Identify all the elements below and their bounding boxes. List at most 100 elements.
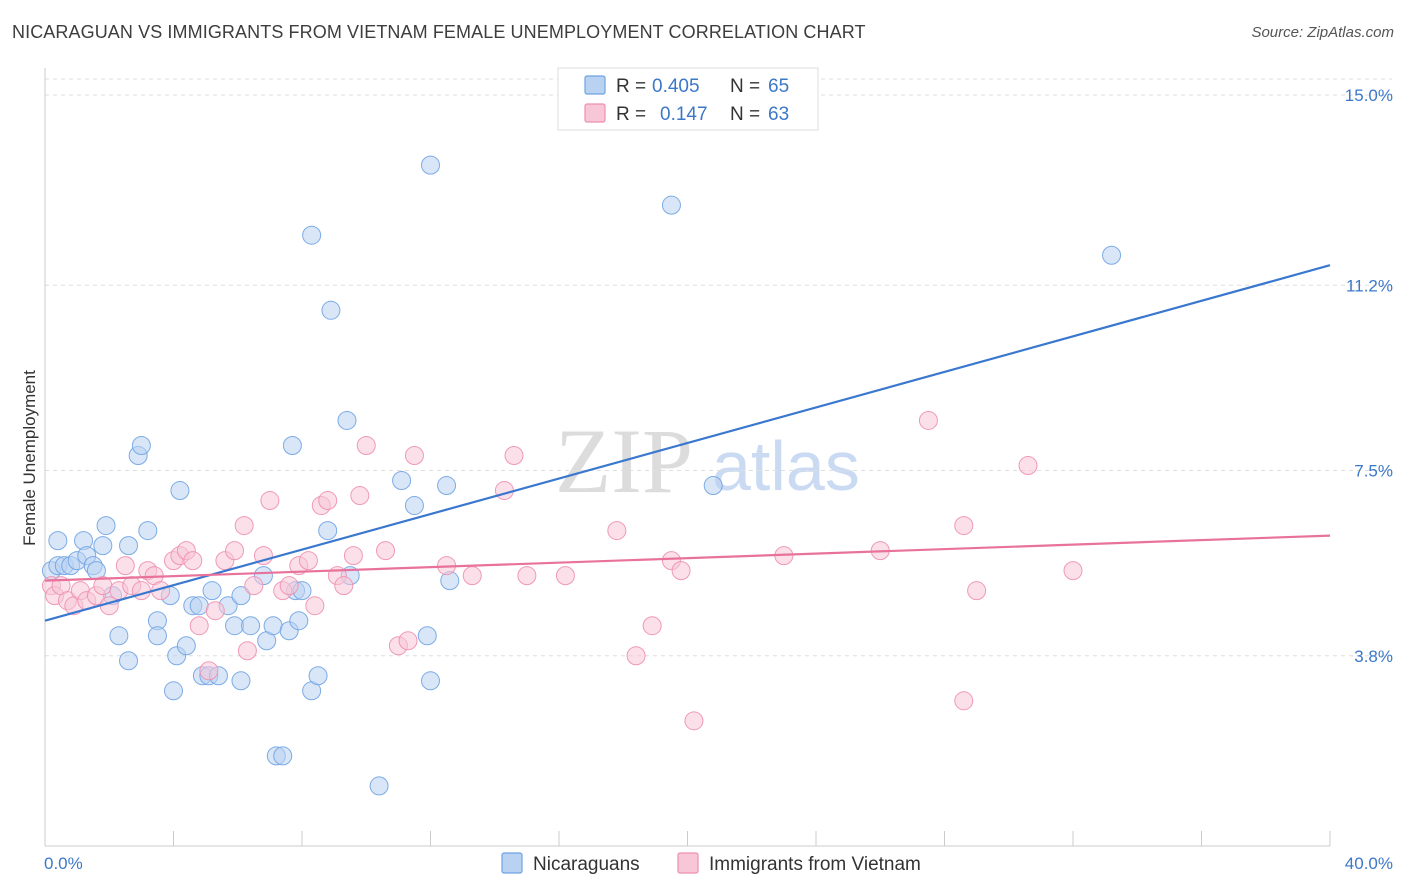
vietnam-point-32 — [279, 576, 299, 596]
vietnam-point-57 — [671, 561, 691, 581]
vietnam-point-51 — [517, 566, 537, 586]
vietnam-point-35 — [305, 596, 325, 616]
nicaraguans-point-56 — [404, 496, 424, 516]
vietnam-point-39 — [334, 576, 354, 596]
vietnam-point-28 — [244, 576, 264, 596]
bottom-legend-label-nicaraguans: Nicaraguans — [533, 854, 640, 875]
vietnam-point-20 — [183, 551, 203, 571]
nicaraguans-point-10 — [93, 536, 113, 556]
vietnam-point-63 — [954, 516, 974, 536]
nicaraguans-point-52 — [337, 410, 357, 430]
vietnam-point-23 — [205, 601, 225, 621]
legend-n-label-nicaraguans: N = — [730, 76, 760, 97]
bottom-legend-label-vietnam: Immigrants from Vietnam — [709, 854, 921, 875]
nicaraguans-point-48 — [302, 225, 322, 245]
source-label: Source: ZipAtlas.com — [1251, 24, 1394, 41]
legend-n-value-vietnam: 63 — [768, 104, 789, 125]
nicaraguans-point-41 — [273, 746, 293, 766]
chart-title: NICARAGUAN VS IMMIGRANTS FROM VIETNAM FE… — [12, 22, 866, 42]
x-tick-label-0: 0.0% — [44, 854, 83, 873]
nicaraguans-point-13 — [109, 626, 129, 646]
nicaraguans-point-34 — [231, 671, 251, 691]
vietnam-point-34 — [298, 551, 318, 571]
nicaraguans-point-57 — [417, 626, 437, 646]
nicaraguans-point-64 — [1102, 245, 1122, 265]
nicaraguans-point-25 — [176, 636, 196, 656]
vietnam-point-54 — [626, 646, 646, 666]
vietnam-point-11 — [115, 556, 135, 576]
vietnam-point-41 — [350, 486, 370, 506]
vietnam-point-26 — [234, 516, 254, 536]
nicaraguans-point-60 — [437, 476, 457, 496]
vietnam-point-37 — [318, 491, 338, 511]
nicaraguans-point-36 — [241, 616, 261, 636]
legend-r-label-nicaraguans: R = — [616, 76, 646, 97]
nicaraguans-point-49 — [308, 666, 328, 686]
vietnam-point-45 — [398, 631, 418, 651]
nicaraguans-point-59 — [421, 155, 440, 175]
nicaraguans-point-15 — [119, 536, 139, 556]
legend-r-label-vietnam: R = — [616, 104, 646, 125]
nicaraguans-point-62 — [661, 195, 681, 215]
legend-box: R = 0.405 N = 65 R = 0.147 N = 63 — [557, 67, 819, 131]
nicaraguans-point-18 — [138, 521, 158, 541]
vietnam-point-22 — [199, 661, 219, 681]
vietnam-point-46 — [404, 445, 424, 465]
nicaraguans-trend-line — [44, 264, 1331, 622]
nicaraguans-point-35 — [231, 586, 251, 606]
nicaraguans-point-39 — [263, 616, 283, 636]
axes — [44, 68, 1331, 847]
vietnam-trend-line — [44, 534, 1331, 582]
vietnam-point-58 — [684, 711, 704, 731]
nicaraguans-point-50 — [318, 521, 338, 541]
watermark: ZIP atlas — [555, 410, 860, 512]
legend-swatch-vietnam — [584, 103, 606, 123]
x-tick-labels: 0.0% 40.0% — [44, 854, 1393, 873]
nicaraguans-point-24 — [170, 481, 190, 501]
y-tick-label-2: 11.2% — [1346, 276, 1393, 295]
legend-swatch-nicaraguans — [584, 75, 606, 95]
nicaraguans-point-45 — [289, 611, 309, 631]
vietnam-point-64 — [967, 581, 987, 601]
vietnam-point-61 — [918, 410, 938, 430]
watermark-atlas: atlas — [712, 427, 860, 505]
y-tick-label-3: 15.0% — [1345, 86, 1393, 105]
vietnam-point-21 — [189, 616, 209, 636]
vietnam-point-50 — [504, 445, 524, 465]
vietnam-point-53 — [607, 521, 627, 541]
y-tick-label-1: 7.5% — [1354, 462, 1393, 481]
bottom-legend-swatch-nicaraguans — [501, 852, 523, 874]
nicaraguans-point-20 — [147, 626, 167, 646]
legend-r-value-nicaraguans: 0.405 — [652, 76, 700, 97]
vietnam-point-30 — [260, 491, 280, 511]
trend-lines — [44, 264, 1331, 622]
bottom-legend-swatch-vietnam — [677, 852, 699, 874]
nicaraguans-point-43 — [282, 435, 302, 455]
vietnam-point-13 — [131, 581, 151, 601]
nicaraguans-point-27 — [189, 596, 209, 616]
y-tick-labels: 3.8% 7.5% 11.2% 15.0% — [1345, 86, 1393, 666]
vietnam-point-52 — [555, 566, 575, 586]
nicaraguans-point-14 — [119, 651, 139, 671]
vietnam-point-55 — [642, 616, 662, 636]
vietnam-point-49 — [494, 481, 514, 501]
bottom-legend: Nicaraguans Immigrants from Vietnam — [501, 852, 921, 875]
series-nicaraguans-points — [41, 155, 1122, 796]
legend-n-value-nicaraguans: 65 — [768, 76, 789, 97]
nicaraguans-point-54 — [369, 776, 389, 796]
legend-n-label-vietnam: N = — [730, 104, 760, 125]
vietnam-point-62 — [954, 691, 974, 711]
vietnam-point-43 — [376, 541, 396, 561]
nicaraguans-point-17 — [131, 435, 151, 455]
vietnam-point-27 — [237, 641, 257, 661]
gridlines — [45, 78, 1392, 657]
vietnam-point-25 — [225, 541, 245, 561]
nicaraguans-point-33 — [225, 616, 245, 636]
vietnam-point-66 — [1063, 561, 1083, 581]
y-tick-label-0: 3.8% — [1354, 647, 1393, 666]
legend-r-value-vietnam: 0.147 — [660, 104, 708, 125]
nicaraguans-point-55 — [392, 471, 412, 491]
y-axis-title: Female Unemployment — [20, 370, 39, 546]
nicaraguans-point-22 — [164, 681, 183, 701]
nicaraguans-point-1 — [48, 531, 68, 551]
